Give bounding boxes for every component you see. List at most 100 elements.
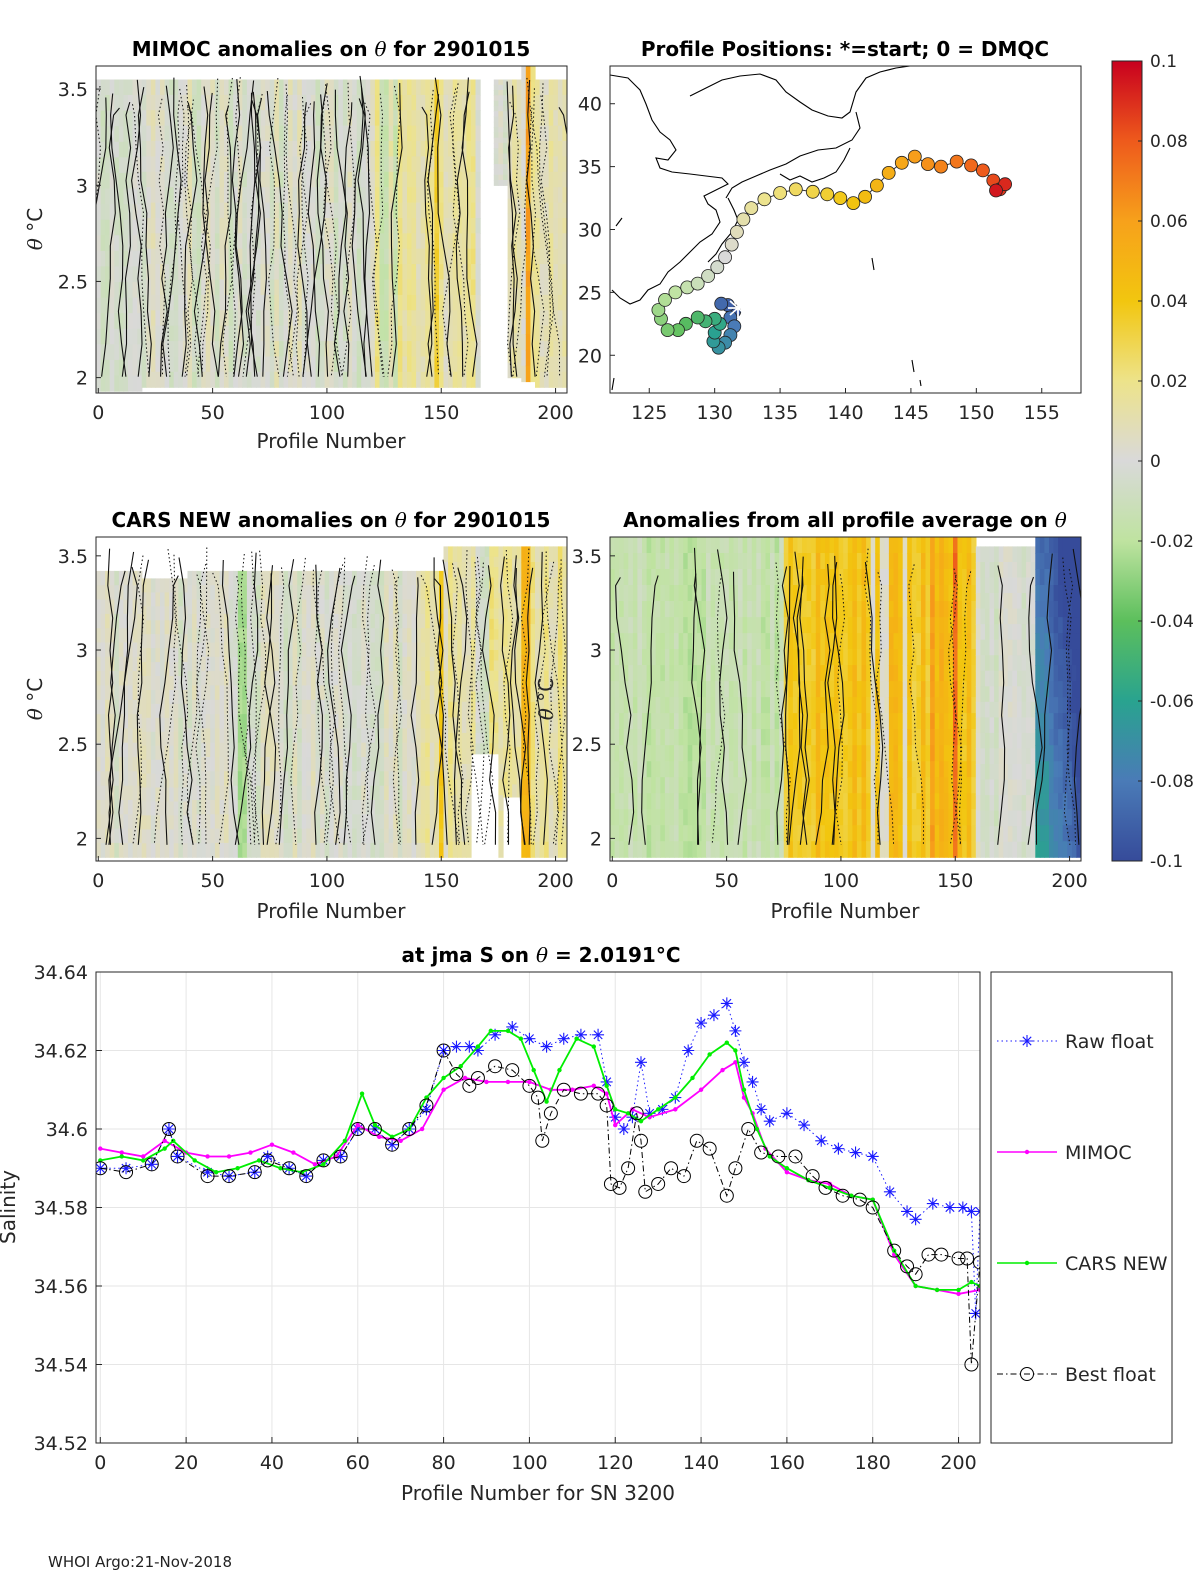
mimoc-cell <box>205 156 211 173</box>
cars-cell <box>265 742 271 758</box>
mimoc-cell <box>356 325 362 342</box>
all-cell <box>632 649 639 666</box>
cars-cell <box>420 828 426 844</box>
mimoc-cell <box>137 344 143 361</box>
cars-cell <box>233 656 239 672</box>
mimoc-cell <box>503 111 509 118</box>
all-cell <box>692 729 698 746</box>
cars-cell <box>246 728 253 744</box>
mimoc-cell <box>365 294 371 311</box>
cars-cell <box>484 598 490 610</box>
cars-cell <box>562 717 567 734</box>
cars-cell <box>530 593 536 610</box>
cars-cell <box>370 585 376 601</box>
cars-cell <box>192 699 198 715</box>
cars-cell <box>507 609 513 623</box>
cars-cell <box>448 593 454 610</box>
cars-cell <box>155 690 161 705</box>
cars-cell <box>411 771 417 787</box>
mimoc-cell <box>365 202 371 219</box>
cars-cell <box>169 690 175 705</box>
cars-cell <box>425 828 431 844</box>
cars-cell <box>507 546 513 560</box>
cars-cell <box>480 587 486 599</box>
cars-cell <box>553 655 559 672</box>
cars-cell <box>448 655 454 672</box>
mimoc-cell <box>169 202 175 219</box>
all-cell <box>687 681 693 698</box>
mimoc-cell <box>553 233 559 250</box>
cars-cell <box>489 629 495 641</box>
cars-cell <box>553 701 559 718</box>
mimoc-cell <box>146 125 152 142</box>
all-cell <box>674 537 680 554</box>
cars-cell <box>356 742 362 758</box>
mimoc-cell <box>292 156 298 173</box>
mimoc-cell <box>553 341 559 358</box>
mimoc-cell <box>205 187 211 204</box>
mimoc-cell <box>407 202 413 219</box>
cars-cell <box>265 814 271 830</box>
profile-position-point <box>724 237 739 252</box>
cars-cell <box>393 642 399 658</box>
mimoc-cell <box>306 125 312 142</box>
cars-cell <box>109 828 115 844</box>
cars-cell <box>292 656 298 672</box>
mimoc-cell <box>525 255 531 272</box>
mimoc-cell <box>388 356 394 373</box>
cars-cell <box>407 585 413 601</box>
all-cell <box>664 825 671 842</box>
mimoc-cell <box>402 171 408 188</box>
cars-cell <box>278 628 285 644</box>
cars-cell <box>452 779 458 796</box>
mimoc-cell <box>553 202 559 219</box>
mimoc-cell <box>118 204 125 221</box>
mimoc-cell <box>521 302 527 319</box>
cars-cell <box>553 608 559 625</box>
cars-cell <box>155 773 161 789</box>
all-cell <box>664 537 671 554</box>
cars-cell <box>274 742 280 758</box>
mimoc-cell <box>118 328 125 345</box>
mimoc-cell <box>105 235 111 252</box>
cars-cell <box>466 686 472 703</box>
cars-cell <box>310 771 317 787</box>
mimoc-panel: MIMOC anomalies on θ for 2901015 0 50 100 1… <box>23 37 574 453</box>
profile-position-point <box>964 158 978 173</box>
cars-cell <box>402 757 408 772</box>
cars-cell <box>164 703 170 719</box>
mimoc-cell <box>228 310 234 327</box>
mimoc-cell <box>361 310 367 327</box>
cars-cell <box>269 671 275 686</box>
cars-cell <box>315 699 321 715</box>
mimoc-cell <box>535 171 541 188</box>
cars-cell <box>164 745 170 761</box>
mimoc-cell <box>242 187 248 204</box>
mimoc-cell <box>379 202 385 219</box>
all-cell <box>706 761 712 778</box>
mimoc-cell <box>439 125 445 142</box>
all-cell <box>728 761 735 778</box>
cars-cell <box>553 748 559 765</box>
cars-cell <box>356 800 362 815</box>
cars-cell <box>457 810 463 827</box>
all-cell <box>632 809 639 826</box>
cars-cell <box>219 656 225 672</box>
mimoc-cell <box>128 375 134 392</box>
all-cell <box>728 777 735 794</box>
mimoc-cell <box>471 279 477 296</box>
mimoc-cell <box>503 174 509 181</box>
mimoc-cell <box>169 79 175 96</box>
mimoc-cell <box>553 110 559 127</box>
all-cell <box>678 793 684 810</box>
mimoc-cell <box>100 110 106 127</box>
mimoc-cell <box>402 94 408 111</box>
cars-cell <box>269 814 275 830</box>
float-track <box>651 149 1012 355</box>
mimoc-contour-line <box>157 98 166 377</box>
cars-cell <box>146 676 152 691</box>
cars-cell <box>548 577 554 594</box>
mimoc-cell <box>118 313 125 330</box>
mimoc-cell <box>105 188 111 205</box>
cars-cell <box>155 592 161 607</box>
